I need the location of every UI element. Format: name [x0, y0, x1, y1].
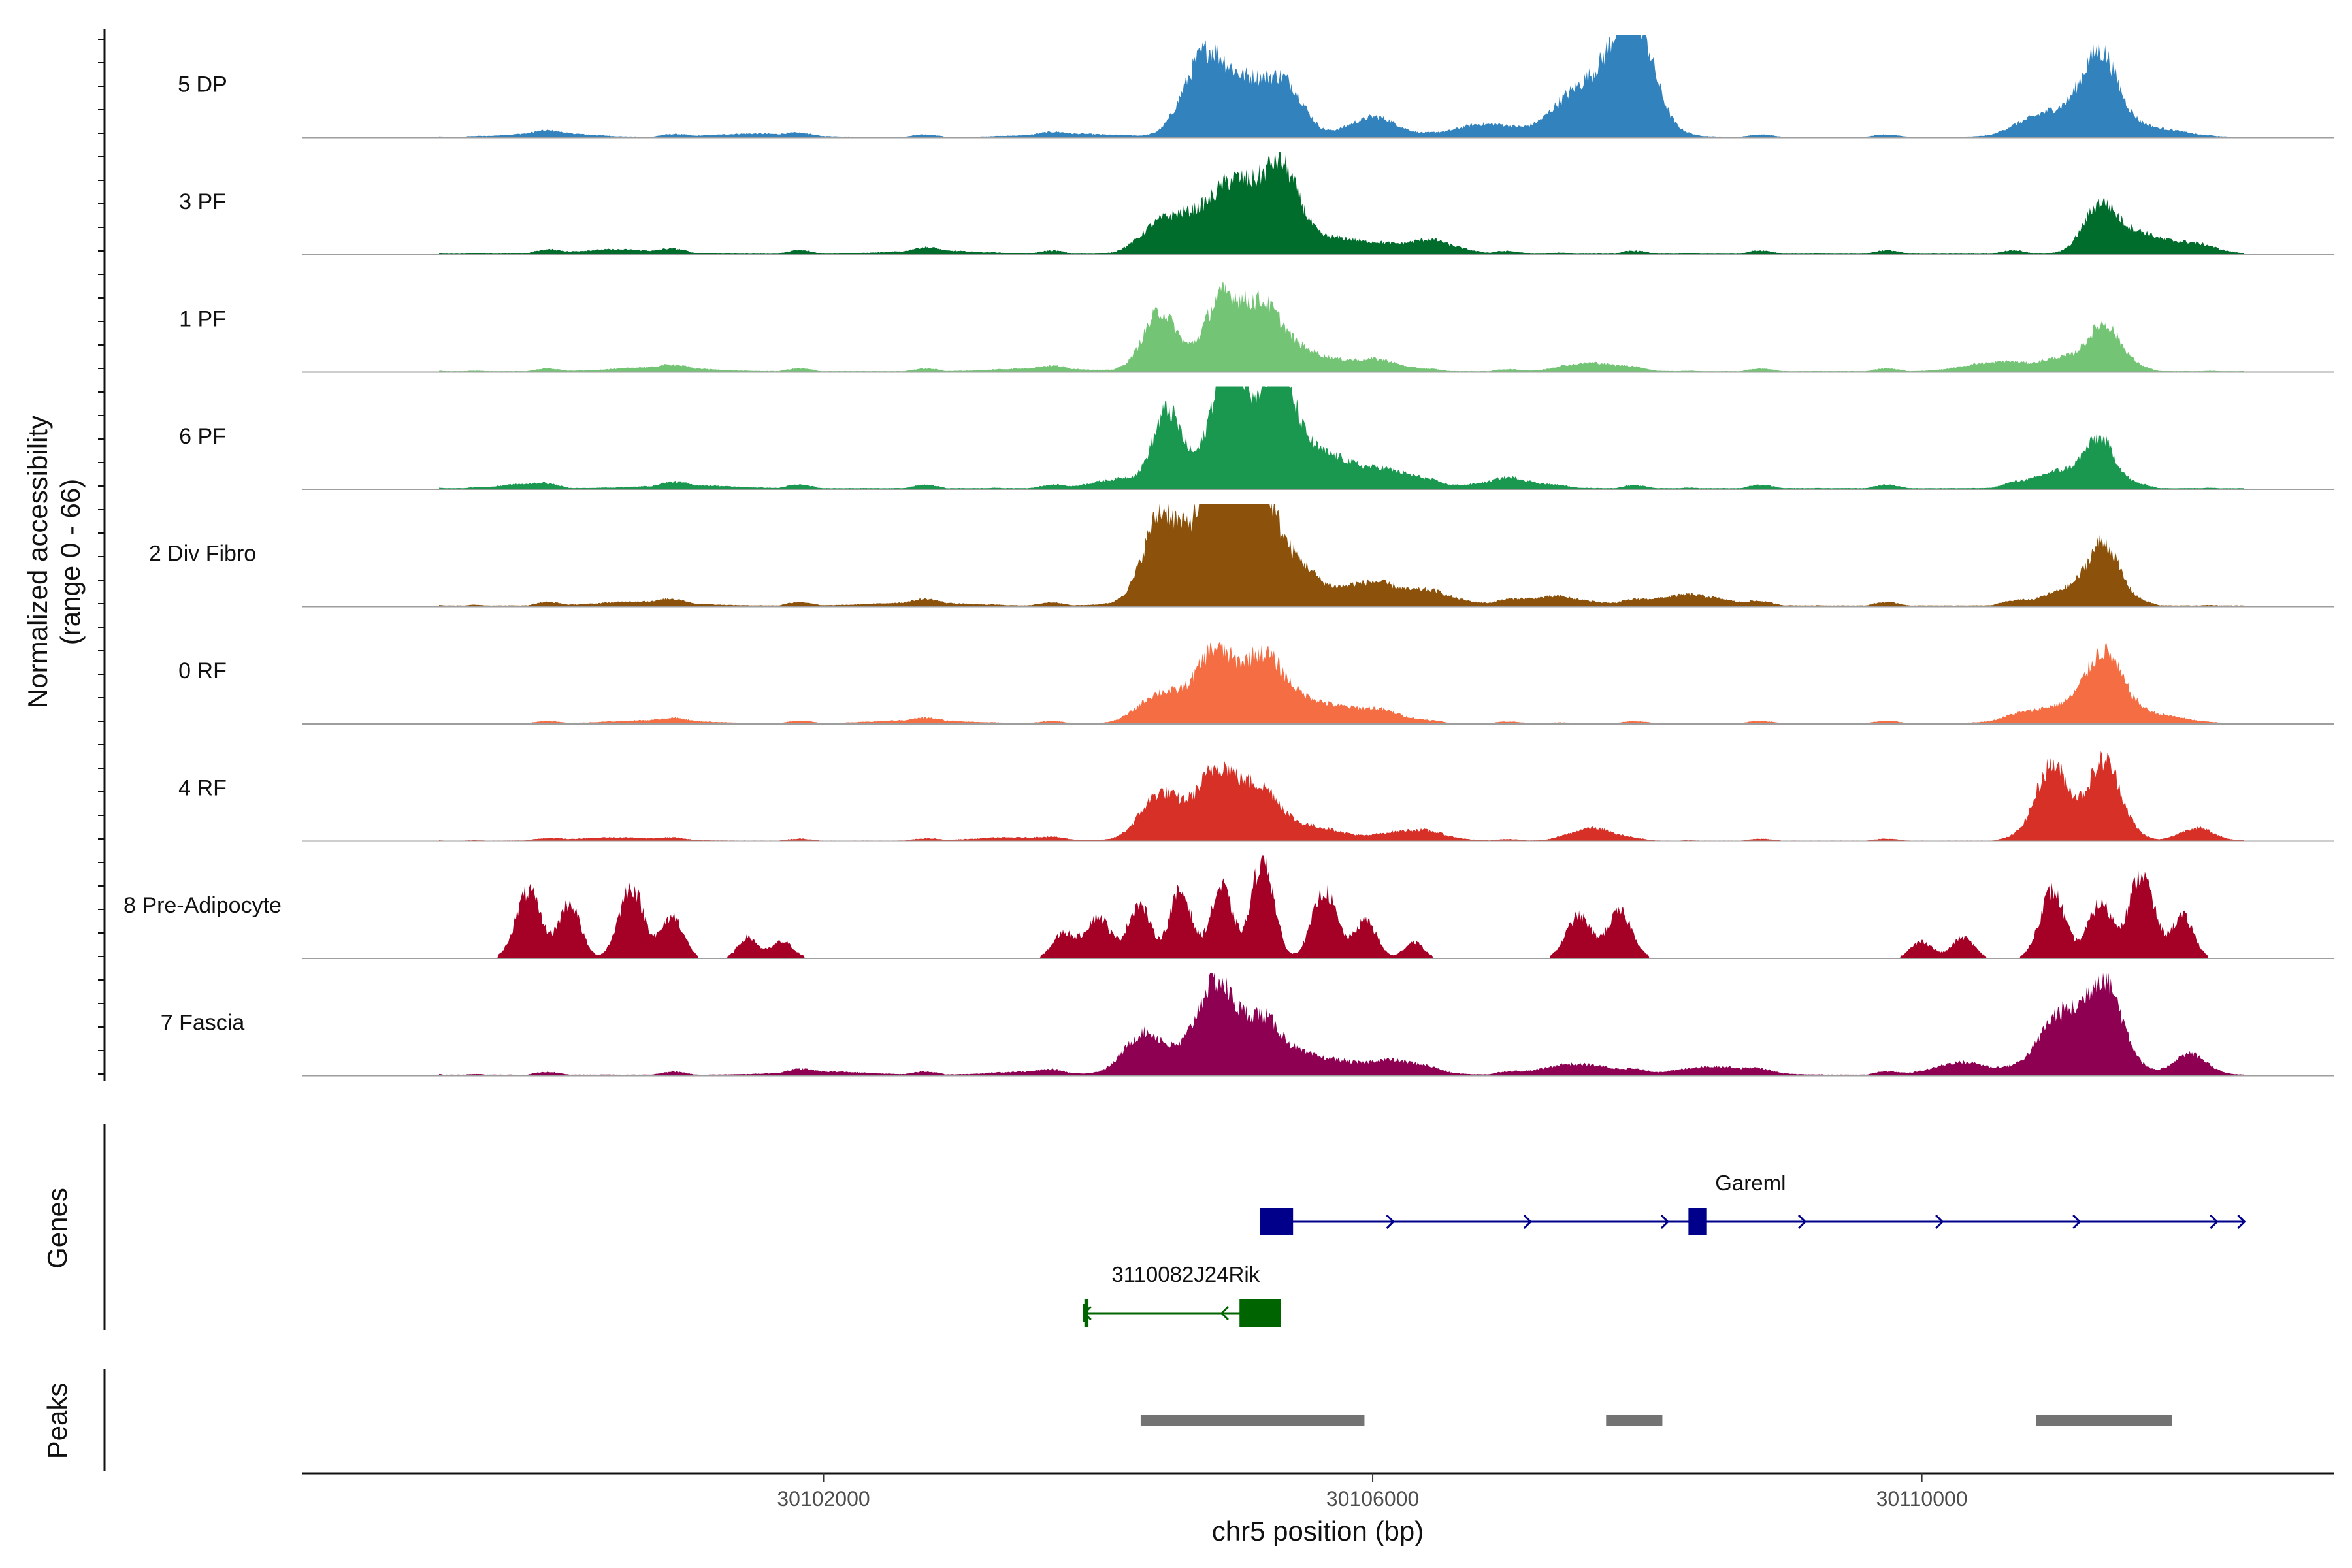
peaks-axis-title: Peaks [42, 1383, 73, 1460]
peak-region [2036, 1415, 2172, 1426]
track-8-pre-adipocyte: 8 Pre-Adipocyte [123, 856, 2334, 959]
track-label: 1 PF [179, 307, 226, 332]
gene-3110082j24rik: 3110082J24Rik [1085, 1262, 1281, 1327]
coverage-area [439, 640, 2244, 724]
coverage-area [439, 387, 2244, 490]
track-7-fascia: 7 Fascia [161, 973, 2334, 1076]
gene-exon [1688, 1208, 1706, 1235]
x-tick-label: 30110000 [1876, 1487, 1968, 1511]
track-2-div-fibro: 2 Div Fibro [149, 504, 2334, 607]
track-label: 8 Pre-Adipocyte [123, 893, 282, 918]
gene-name-label: 3110082J24Rik [1111, 1262, 1260, 1286]
coverage-area [439, 751, 2244, 841]
track-3-pf: 3 PF [179, 152, 2334, 255]
gene-name-label: Gareml [1715, 1171, 1786, 1195]
coverage-y-axis-title: Normalized accessibility (range 0 - 66) [22, 416, 86, 708]
peak-regions [1141, 1415, 2172, 1426]
genome-browser-plot: Normalized accessibility (range 0 - 66) … [0, 0, 2352, 1568]
ylabel-line1: Normalized accessibility [22, 416, 53, 708]
track-label: 3 PF [179, 189, 226, 214]
x-tick-label: 30102000 [777, 1487, 870, 1511]
genes-axis-title: Genes [42, 1188, 73, 1269]
track-6-pf: 6 PF [179, 387, 2334, 490]
track-label: 2 Div Fibro [149, 542, 256, 566]
coverage-area [439, 152, 2244, 255]
track-4-rf: 4 RF [178, 751, 2334, 841]
peak-region [1606, 1415, 1662, 1426]
x-tick-label: 30106000 [1326, 1487, 1419, 1511]
coverage-area [439, 504, 2244, 607]
coverage-area [439, 35, 2244, 138]
x-axis-title: chr5 position (bp) [1212, 1516, 1424, 1546]
coverage-tracks: 5 DP 3 PF 1 PF 6 PF 2 Div Fibro 0 RF 4 RF 8 Pre… [123, 35, 2334, 1076]
track-label: 6 PF [179, 424, 226, 449]
gene-exon [1260, 1208, 1293, 1235]
coverage-area [439, 973, 2244, 1076]
x-axis-ticks: 30102000 30106000 30110000 [777, 1473, 1967, 1511]
ylabel-line2: (range 0 - 66) [55, 479, 86, 645]
gene-annotations: Gareml 3110082J24Rik [1085, 1171, 2245, 1327]
track-label: 4 RF [178, 776, 227, 801]
peak-region [1141, 1415, 1365, 1426]
track-label: 0 RF [178, 659, 227, 683]
coverage-area [439, 282, 2244, 372]
track-5-dp: 5 DP [178, 35, 2334, 138]
gene-exon [1239, 1299, 1281, 1327]
track-0-rf: 0 RF [178, 640, 2334, 724]
gene-gareml: Gareml [1260, 1171, 2245, 1235]
coverage-area [439, 856, 2244, 959]
track-1-pf: 1 PF [179, 282, 2334, 372]
track-label: 7 Fascia [161, 1011, 245, 1036]
track-label: 5 DP [178, 73, 227, 97]
